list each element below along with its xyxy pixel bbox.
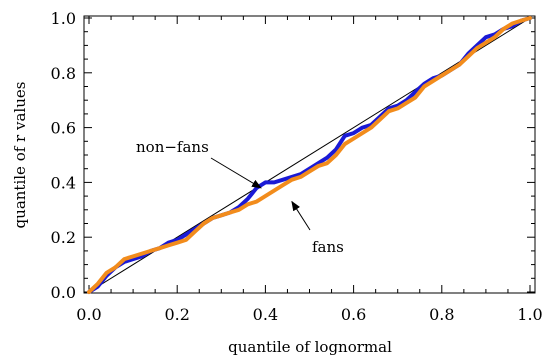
x-axis-label: quantile of lognormal (228, 338, 392, 356)
annotation-fans-label: fans (312, 238, 344, 256)
y-tick-label: 0.8 (51, 64, 76, 83)
x-tick-label: 0.6 (341, 305, 366, 324)
axis-ticks (84, 16, 535, 293)
y-tick-label: 0.6 (51, 119, 76, 138)
x-tick-label: 0.8 (429, 305, 454, 324)
x-tick-label: 0.2 (164, 305, 189, 324)
annotation-fans-arrow (291, 200, 311, 231)
y-tick-label: 0.4 (51, 173, 76, 192)
x-tick-label: 0.0 (76, 305, 101, 324)
annotation-non-fans-arrow (210, 157, 262, 189)
series-layer (87, 16, 532, 294)
annotation-non-fans-label: non−fans (136, 138, 209, 156)
x-tick-label: 0.4 (253, 305, 278, 324)
y-axis-label: quantile of r values (11, 82, 29, 229)
y-tick-label: 1.0 (51, 9, 76, 28)
y-tick-label: 0.2 (51, 228, 76, 247)
y-tick-label: 0.0 (51, 283, 76, 302)
x-tick-label: 1.0 (517, 305, 542, 324)
series-line-fans (87, 16, 532, 294)
tick-labels: 0.0 0.2 0.4 0.6 0.8 1.0 0.0 0.2 0.4 0.6 0.8 1.0 (51, 9, 543, 324)
annotation-layer: non−fans fans (136, 138, 344, 256)
